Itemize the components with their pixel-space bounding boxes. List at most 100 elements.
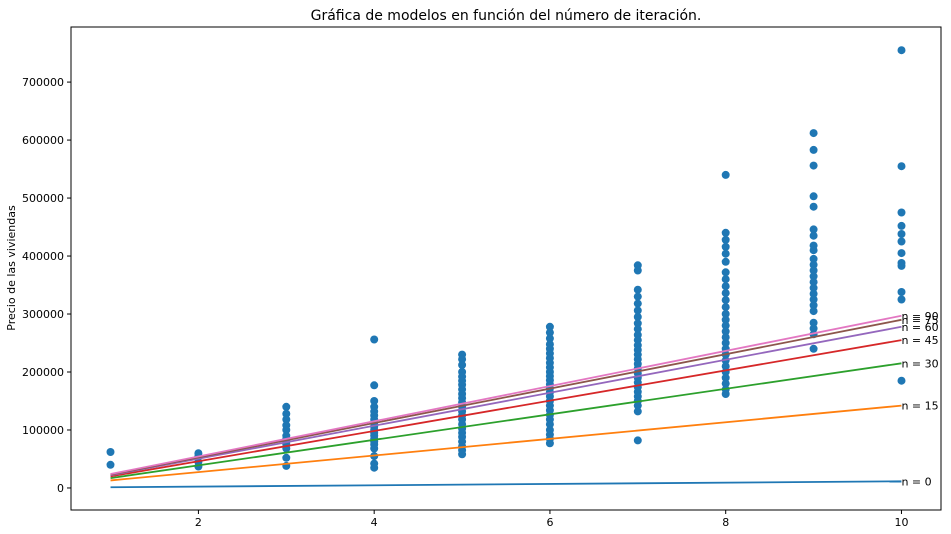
data-point: [809, 272, 818, 281]
data-point: [809, 344, 818, 353]
y-tick-label: 600000: [22, 134, 64, 147]
data-point: [370, 335, 379, 344]
data-point: [282, 409, 291, 418]
data-point: [545, 328, 554, 337]
y-tick-label: 500000: [22, 192, 64, 205]
y-axis-label: Precio de las viviendas: [5, 205, 18, 331]
y-tick-label: 300000: [22, 308, 64, 321]
model-line: [110, 480, 902, 489]
data-point: [106, 460, 115, 469]
data-point: [721, 235, 730, 244]
model-line: [110, 404, 902, 482]
data-point: [370, 444, 379, 453]
data-point: [282, 415, 291, 424]
data-point: [809, 307, 818, 316]
data-point: [721, 282, 730, 291]
data-point: [809, 129, 818, 138]
data-point: [897, 221, 906, 230]
data-point: [721, 303, 730, 312]
data-point: [721, 362, 730, 371]
model-line-label: n = 60: [901, 321, 938, 334]
model-line: [110, 339, 902, 478]
data-point: [897, 208, 906, 217]
data-point: [809, 318, 818, 327]
data-point: [721, 296, 730, 305]
data-point: [370, 397, 379, 405]
data-point: [897, 162, 906, 171]
data-point: [809, 301, 818, 310]
data-point: [897, 46, 906, 55]
chart-title: Gráfica de modelos en función del número…: [311, 8, 702, 24]
data-point: [809, 278, 818, 287]
y-tick-label: 200000: [22, 366, 64, 379]
data-point: [370, 463, 379, 472]
data-point: [458, 450, 467, 459]
data-point: [721, 379, 730, 388]
data-point: [809, 254, 818, 263]
x-tick-label: 10: [894, 516, 908, 529]
model-line-label: n = 75: [901, 314, 938, 327]
data-point: [897, 237, 906, 246]
y-tick-label: 400000: [22, 250, 64, 263]
data-point: [721, 228, 730, 237]
data-point: [633, 407, 642, 416]
model-line-label: n = 45: [901, 334, 938, 347]
data-point: [809, 192, 818, 201]
x-tick-label: 4: [371, 516, 378, 529]
model-line: [110, 318, 902, 476]
data-point: [897, 249, 906, 258]
data-point: [809, 324, 818, 333]
data-point: [897, 376, 906, 385]
data-point: [721, 257, 730, 266]
data-point: [282, 402, 291, 411]
model-line: [110, 362, 902, 479]
data-point: [633, 266, 642, 275]
data-point: [809, 231, 818, 240]
data-point: [897, 261, 906, 270]
data-point: [545, 439, 554, 448]
data-point: [282, 426, 291, 434]
model-line-label: n = 30: [901, 357, 938, 370]
data-point: [809, 289, 818, 298]
x-tick-label: 6: [546, 516, 553, 529]
plot-area: n = 0 n = 15 n = 30 n = 45n = 60n = 75n = 9…: [106, 46, 939, 489]
data-point: [721, 315, 730, 324]
model-line-label: n = 15: [901, 400, 938, 413]
data-point: [897, 288, 906, 296]
axes-ticks: 2 4 6 8 10 0 100000 200000 300000 400000 500000 600…: [22, 76, 908, 529]
x-tick-label: 8: [722, 516, 729, 529]
data-point: [545, 322, 554, 331]
data-point: [721, 390, 730, 398]
data-point: [106, 448, 115, 456]
data-point: [809, 260, 818, 269]
x-tick-label: 2: [195, 516, 202, 529]
data-point: [633, 285, 642, 294]
model-line: [110, 314, 902, 475]
data-point: [721, 321, 730, 330]
data-point: [721, 249, 730, 258]
data-point: [633, 436, 642, 445]
plot-frame: [70, 26, 942, 511]
data-point: [721, 310, 730, 318]
data-point: [458, 361, 467, 369]
data-point: [721, 268, 730, 277]
y-tick-label: 100000: [22, 424, 64, 437]
y-tick-label: 0: [57, 482, 64, 495]
data-point: [633, 319, 642, 328]
data-point: [633, 401, 642, 410]
data-point: [897, 295, 906, 304]
data-point: [545, 420, 554, 429]
data-point: [370, 381, 379, 390]
data-point: [809, 202, 818, 211]
data-point: [721, 242, 730, 251]
data-point: [633, 306, 642, 315]
data-point: [809, 283, 818, 292]
data-point: [633, 312, 642, 321]
data-point: [721, 275, 730, 284]
y-tick-label: 700000: [22, 76, 64, 89]
data-point: [721, 373, 730, 382]
model-line-label: n = 90: [901, 310, 938, 323]
data-point: [545, 334, 554, 343]
data-point: [809, 145, 818, 154]
data-point: [721, 289, 730, 298]
